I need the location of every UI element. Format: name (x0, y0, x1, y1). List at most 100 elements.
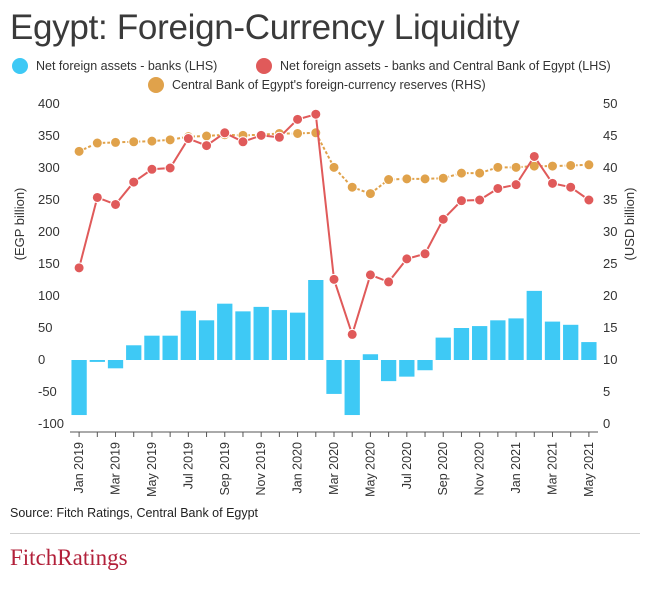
chart-area: -100 -50 0 50 100 150 200 250 300 350 400 0 5 10 15 20 2… (12, 96, 637, 497)
x-tick-label: May 2019 (145, 442, 159, 497)
point-net-foreign-assets-banks-cbe (310, 108, 322, 120)
bar-net-foreign-assets-banks (490, 320, 506, 360)
point-net-foreign-assets-banks-cbe (437, 213, 449, 225)
point-cbe-reserves (419, 173, 431, 185)
y-tick-left: 250 (38, 192, 60, 207)
bar-net-foreign-assets-banks (126, 345, 142, 360)
bar-net-foreign-assets-banks (563, 324, 579, 360)
point-net-foreign-assets-banks-cbe (237, 136, 249, 148)
line-net-foreign-assets-banks-cbe (78, 112, 590, 338)
point-cbe-reserves (292, 127, 304, 139)
y-tick-left: 200 (38, 224, 60, 239)
bar-net-foreign-assets-banks (417, 360, 433, 371)
y-tick-left: 0 (38, 352, 45, 367)
y-tick-right: 45 (603, 128, 617, 143)
legend-label-banks: Net foreign assets - banks (LHS) (36, 59, 218, 73)
point-cbe-reserves (437, 172, 449, 184)
legend-label-net-cbe: Net foreign assets - banks and Central B… (280, 59, 611, 73)
x-tick-label: Jan 2019 (72, 442, 86, 493)
point-net-foreign-assets-banks-cbe (528, 150, 540, 162)
point-cbe-reserves (583, 159, 595, 171)
legend-swatch-reserves (148, 77, 164, 93)
bar-net-foreign-assets-banks (217, 303, 233, 360)
point-net-foreign-assets-banks-cbe (273, 131, 285, 143)
bar-net-foreign-assets-banks (544, 321, 561, 360)
bar-net-foreign-assets-banks (326, 360, 342, 394)
bar-net-foreign-assets-banks (162, 335, 178, 360)
point-net-foreign-assets-banks-cbe (546, 177, 558, 189)
point-cbe-reserves (364, 188, 376, 200)
point-net-foreign-assets-banks-cbe (255, 129, 267, 141)
point-net-foreign-assets-banks-cbe (182, 133, 194, 145)
point-net-foreign-assets-banks-cbe (292, 113, 304, 125)
point-cbe-reserves (91, 137, 103, 149)
point-cbe-reserves (310, 127, 322, 139)
source-note: Source: Fitch Ratings, Central Bank of E… (10, 506, 259, 520)
y-tick-left: 100 (38, 288, 60, 303)
bar-net-foreign-assets-banks (253, 306, 269, 360)
point-cbe-reserves (110, 136, 122, 148)
y-tick-left: 350 (38, 128, 60, 143)
y-tick-right: 40 (603, 160, 617, 175)
bar-net-foreign-assets-banks (271, 310, 288, 360)
x-tick-label: Jul 2020 (400, 442, 414, 489)
bar-net-foreign-assets-banks (380, 360, 397, 382)
bar-net-foreign-assets-banks (89, 360, 105, 362)
x-tick-label: Jul 2019 (181, 442, 195, 489)
point-cbe-reserves (73, 145, 85, 157)
bar-net-foreign-assets-banks (399, 360, 415, 377)
y-tick-left: -100 (38, 416, 64, 431)
legend-swatch-banks (12, 58, 28, 74)
bar-net-foreign-assets-banks (472, 326, 488, 360)
x-tick-label: Jan 2021 (509, 442, 523, 493)
point-net-foreign-assets-banks-cbe (110, 198, 122, 210)
legend-item-net-cbe: Net foreign assets - banks and Central B… (256, 58, 611, 74)
x-tick-label: Mar 2020 (327, 442, 341, 495)
divider (10, 533, 640, 534)
bar-net-foreign-assets-banks (107, 360, 124, 369)
y-tick-left: 300 (38, 160, 60, 175)
bar-net-foreign-assets-banks (344, 360, 360, 416)
point-cbe-reserves (164, 134, 176, 146)
y-tick-right: 15 (603, 320, 617, 335)
point-cbe-reserves (383, 174, 395, 186)
legend-swatch-net-cbe (256, 58, 272, 74)
y-tick-right: 20 (603, 288, 617, 303)
point-cbe-reserves (510, 161, 522, 173)
y-tick-right: 0 (603, 416, 610, 431)
point-net-foreign-assets-banks-cbe (91, 191, 103, 203)
point-net-foreign-assets-banks-cbe (383, 276, 395, 288)
point-net-foreign-assets-banks-cbe (73, 262, 85, 274)
y-tick-right: 30 (603, 224, 617, 239)
point-net-foreign-assets-banks-cbe (419, 248, 431, 260)
point-cbe-reserves (455, 167, 467, 179)
point-net-foreign-assets-banks-cbe (583, 194, 595, 206)
point-net-foreign-assets-banks-cbe (346, 328, 358, 340)
point-net-foreign-assets-banks-cbe (401, 253, 413, 265)
point-net-foreign-assets-banks-cbe (201, 140, 213, 152)
bar-net-foreign-assets-banks (144, 335, 160, 360)
brand-logo: FitchRatings (10, 545, 128, 570)
point-cbe-reserves (565, 159, 577, 171)
x-tick-label: May 2020 (363, 442, 377, 497)
legend-item-reserves: Central Bank of Egypt's foreign-currency… (148, 77, 486, 93)
point-cbe-reserves (546, 160, 558, 172)
x-tick-label: Mar 2019 (109, 442, 123, 495)
legend-item-banks: Net foreign assets - banks (LHS) (12, 58, 217, 74)
y-axis-label-right: (USD billion) (622, 188, 637, 261)
point-net-foreign-assets-banks-cbe (219, 127, 231, 139)
bar-net-foreign-assets-banks (435, 337, 451, 360)
point-cbe-reserves (346, 181, 358, 193)
bar-net-foreign-assets-banks (508, 318, 524, 360)
point-cbe-reserves (146, 135, 158, 147)
bar-net-foreign-assets-banks (362, 354, 379, 360)
point-cbe-reserves (474, 167, 486, 179)
point-net-foreign-assets-banks-cbe (492, 182, 504, 194)
point-cbe-reserves (128, 136, 140, 148)
bar-net-foreign-assets-banks (453, 328, 470, 360)
point-cbe-reserves (492, 161, 504, 173)
y-axis-label-left: (EGP billion) (12, 188, 27, 261)
x-tick-label: Sep 2020 (436, 442, 450, 496)
y-tick-right: 10 (603, 352, 617, 367)
line-cbe-reserves (78, 131, 589, 195)
